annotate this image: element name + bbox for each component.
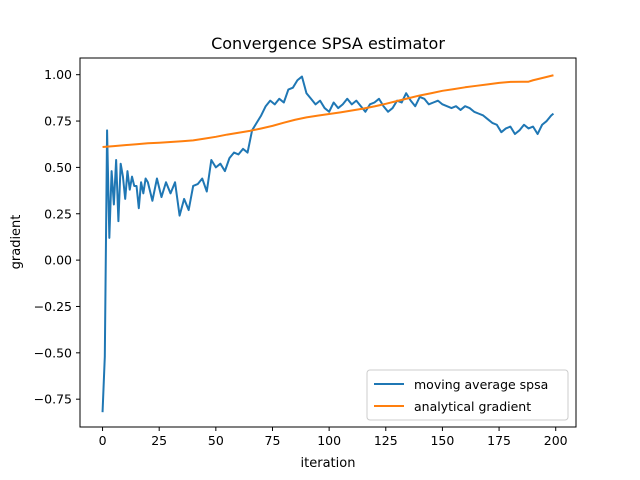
y-tick-label: 0.75 bbox=[44, 114, 72, 129]
y-tick-label: 0.25 bbox=[44, 206, 72, 221]
x-tick-label: 200 bbox=[544, 433, 568, 448]
x-axis-label: iteration bbox=[301, 456, 356, 471]
y-axis-label: gradient bbox=[9, 215, 24, 270]
x-tick-label: 0 bbox=[99, 433, 107, 448]
y-axis: −0.75 −0.50 −0.25 0.00 0.25 0.50 0.75 1.00 bbox=[34, 67, 80, 407]
legend: moving average spsa analytical gradient bbox=[366, 369, 569, 421]
y-tick-label: −0.50 bbox=[34, 345, 72, 360]
y-tick-label: −0.75 bbox=[34, 392, 72, 407]
legend-label-moving-average: moving average spsa bbox=[414, 377, 548, 392]
series-line-moving-average-spsa bbox=[101, 75, 555, 413]
y-tick-label: 0.00 bbox=[44, 253, 72, 268]
legend-box bbox=[366, 369, 569, 421]
series-line-analytical-gradient bbox=[102, 74, 554, 149]
x-axis: 0 25 50 75 100 125 150 175 200 bbox=[99, 427, 568, 448]
plot-area-frame bbox=[79, 57, 577, 428]
y-tick-label: −0.25 bbox=[34, 299, 72, 314]
plot-lines bbox=[101, 74, 555, 413]
x-tick-label: 50 bbox=[208, 433, 224, 448]
chart-title: Convergence SPSA estimator bbox=[211, 34, 445, 53]
x-tick-label: 175 bbox=[487, 433, 511, 448]
legend-label-analytical: analytical gradient bbox=[414, 399, 531, 414]
x-tick-label: 25 bbox=[151, 433, 167, 448]
x-tick-label: 125 bbox=[374, 433, 398, 448]
y-tick-label: 1.00 bbox=[44, 67, 72, 82]
y-tick-label: 0.50 bbox=[44, 160, 72, 175]
x-tick-label: 75 bbox=[265, 433, 281, 448]
x-tick-label: 150 bbox=[430, 433, 454, 448]
x-tick-label: 100 bbox=[317, 433, 341, 448]
